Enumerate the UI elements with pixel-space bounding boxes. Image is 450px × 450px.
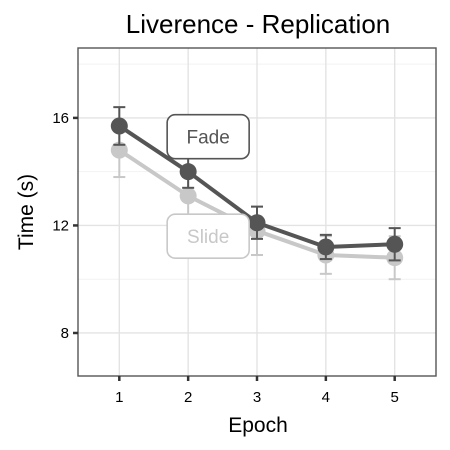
annotation-label: Slide bbox=[187, 227, 229, 248]
data-point bbox=[110, 117, 128, 135]
annotation-box bbox=[166, 113, 250, 160]
annotation-slide: Slide bbox=[166, 213, 250, 259]
series-fade bbox=[110, 106, 404, 262]
annotation-label: Fade bbox=[186, 128, 229, 149]
y-tick-label: 8 bbox=[61, 325, 69, 342]
x-tick-label: 5 bbox=[391, 389, 399, 406]
annotation-box bbox=[166, 213, 250, 259]
grid-major bbox=[78, 48, 436, 376]
x-tick-label: 4 bbox=[322, 389, 330, 406]
x-tick-label: 1 bbox=[115, 389, 123, 406]
annotation-fade: Fade bbox=[166, 113, 250, 160]
x-tick-label: 2 bbox=[184, 389, 192, 406]
data-point bbox=[110, 141, 128, 159]
data-point bbox=[179, 163, 197, 181]
series-layer bbox=[110, 106, 404, 281]
data-point bbox=[179, 187, 197, 205]
x-axis: 1 2 3 4 5 bbox=[115, 376, 399, 406]
x-axis-label: Epoch bbox=[228, 414, 288, 437]
annotation-layer: Fade Slide bbox=[166, 113, 250, 259]
y-axis: 8 12 16 bbox=[52, 110, 78, 342]
x-tick-label: 3 bbox=[253, 389, 261, 406]
y-tick-label: 12 bbox=[52, 217, 69, 234]
y-tick-label: 16 bbox=[52, 110, 69, 127]
data-point bbox=[386, 235, 404, 253]
data-point bbox=[317, 238, 335, 256]
y-axis-label: Time (s) bbox=[15, 174, 38, 250]
chart-title: Liverence - Replication bbox=[126, 9, 390, 39]
data-point bbox=[248, 214, 266, 232]
